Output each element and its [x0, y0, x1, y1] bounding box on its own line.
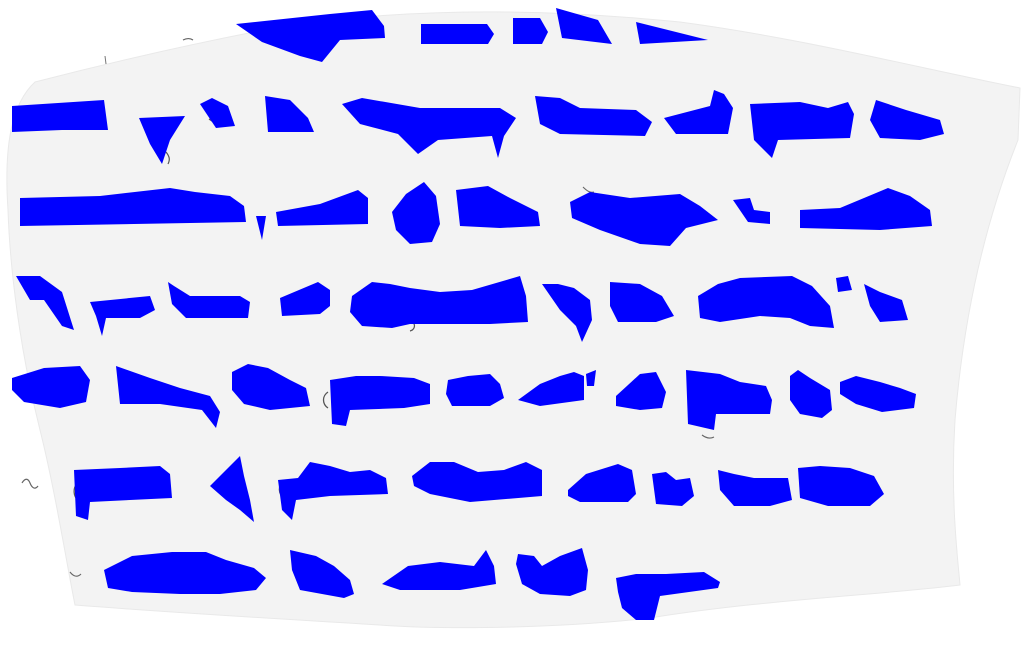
redaction-mark [864, 284, 908, 322]
redaction-mark [232, 364, 310, 410]
pencil-mark [104, 55, 107, 65]
redaction-mark [516, 548, 588, 596]
redaction-mark [350, 276, 528, 328]
redaction-mark [636, 22, 708, 44]
redaction-mark [610, 282, 674, 322]
redaction-mark [12, 366, 90, 408]
redaction-mark [718, 470, 792, 506]
redaction-mark [382, 550, 496, 590]
redaction-mark [518, 372, 584, 406]
redaction-mark [412, 462, 542, 502]
redaction-mark [556, 8, 612, 44]
redaction-mark [392, 182, 440, 244]
redaction-mark [535, 96, 652, 136]
pencil-mark [582, 186, 595, 193]
redaction-mark [840, 376, 916, 412]
redaction-mark [836, 276, 852, 292]
redaction-mark [20, 188, 246, 226]
redaction-mark [800, 188, 932, 230]
redaction-mark [570, 192, 718, 246]
redaction-group [12, 8, 944, 620]
redaction-mark [330, 376, 430, 426]
pencil-mark [182, 37, 194, 41]
redaction-mark [586, 370, 596, 386]
redaction-mark [616, 372, 666, 410]
redaction-mark [513, 18, 548, 44]
redaction-mark [686, 370, 772, 430]
redaction-mark [542, 284, 592, 342]
redaction-mark [265, 96, 314, 132]
pencil-mark [165, 151, 170, 165]
redaction-mark [664, 90, 733, 134]
pencil-mark [701, 434, 715, 439]
redaction-mark [256, 216, 266, 240]
redaction-mark [210, 456, 254, 522]
redaction-mark [456, 186, 540, 228]
redaction-mark [168, 282, 250, 318]
redaction-mark [652, 472, 694, 506]
redaction-mark [16, 276, 74, 330]
redaction-mark [290, 550, 354, 598]
redaction-mark [12, 100, 108, 132]
redaction-mark [104, 552, 266, 594]
redaction-mark [236, 10, 385, 62]
redaction-mark [790, 370, 832, 418]
pencil-mark [69, 571, 82, 577]
redaction-mark [750, 102, 854, 158]
redaction-mark [446, 374, 504, 406]
redaction-mark [342, 98, 516, 158]
redaction-mark [280, 282, 330, 316]
redaction-mark [74, 466, 172, 520]
redaction-mark [616, 572, 720, 620]
redaction-mark [139, 116, 185, 164]
pencil-mark [21, 478, 39, 489]
redaction-mark [278, 462, 388, 520]
redaction-mark [421, 24, 494, 44]
redaction-mark [90, 296, 155, 336]
redaction-mark [798, 466, 884, 506]
pencil-mark [322, 391, 329, 409]
redaction-mark [733, 198, 770, 224]
redaction-mark [276, 190, 368, 226]
redaction-mark [698, 276, 834, 328]
redaction-mark [568, 464, 636, 502]
redaction-mark [200, 98, 235, 128]
redaction-mark [116, 366, 220, 428]
redaction-mark [870, 100, 944, 140]
